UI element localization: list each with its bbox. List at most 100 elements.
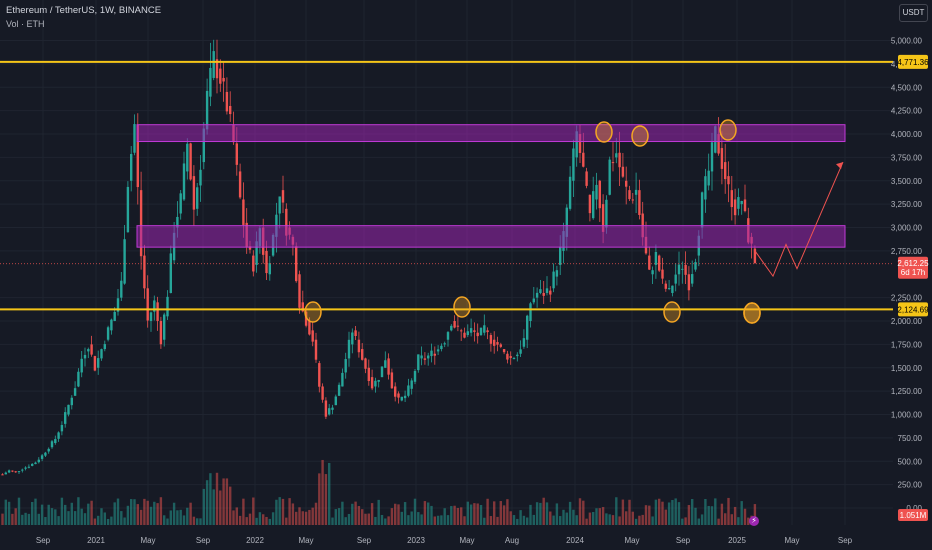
- candle: [700, 192, 704, 228]
- candle: [423, 358, 427, 360]
- candle: [31, 463, 34, 466]
- candle: [311, 330, 314, 342]
- candle: [582, 152, 585, 167]
- volume-bar: [549, 511, 552, 525]
- volume-bar: [113, 502, 116, 525]
- volume-bar: [601, 507, 605, 525]
- volume-bar: [354, 501, 357, 525]
- candle: [743, 199, 747, 212]
- y-tick-label: 500.00: [898, 457, 923, 466]
- volume-bar: [592, 512, 595, 525]
- volume-bar: [479, 504, 483, 525]
- candle: [209, 67, 212, 97]
- volume-bar: [499, 501, 502, 525]
- candle: [199, 169, 202, 186]
- candle: [384, 360, 387, 368]
- x-tick-label: Aug: [505, 536, 519, 545]
- currency-button[interactable]: USDT: [899, 4, 928, 22]
- volume-bar: [542, 497, 545, 525]
- volume-bar: [126, 505, 130, 525]
- volume-bar: [153, 501, 156, 525]
- volume-legend: Vol · ETH: [6, 19, 45, 29]
- candle: [205, 90, 209, 130]
- x-tick-label: May: [140, 536, 155, 545]
- candle: [285, 208, 288, 236]
- volume-bar: [644, 505, 648, 525]
- price-label-text: 4,771.36: [897, 58, 929, 67]
- volume-bar: [707, 505, 710, 525]
- candle: [677, 264, 681, 275]
- volume-bar: [743, 508, 747, 525]
- volume-bar: [423, 501, 427, 525]
- candle: [169, 253, 172, 293]
- volume-bar: [159, 497, 163, 525]
- volume-bar: [37, 513, 40, 525]
- volume-bar: [598, 508, 601, 525]
- candle: [535, 292, 539, 298]
- volume-bar: [281, 498, 285, 525]
- volume-bar: [661, 501, 664, 525]
- highlight-marker: [304, 301, 322, 323]
- candle: [687, 274, 691, 291]
- volume-bar: [522, 515, 526, 525]
- x-tick-label: May: [459, 536, 474, 545]
- volume-bar: [268, 518, 271, 525]
- volume-bar: [664, 509, 667, 525]
- volume-bar: [179, 509, 182, 525]
- candle: [730, 190, 733, 208]
- volume-bar: [539, 502, 542, 525]
- candle: [516, 354, 519, 357]
- volume-bar: [387, 516, 390, 525]
- volume-bar: [229, 486, 232, 525]
- volume-bar: [621, 499, 625, 525]
- volume-bar: [275, 499, 278, 525]
- volume-bar: [100, 508, 103, 525]
- volume-bar: [730, 514, 733, 525]
- lightning-icon[interactable]: ⚡: [749, 516, 759, 526]
- x-tick-label: Sep: [838, 536, 853, 545]
- volume-bar: [80, 508, 83, 525]
- candle: [344, 359, 347, 373]
- volume-bar: [575, 515, 578, 525]
- candle: [634, 189, 638, 195]
- volume-bar: [651, 516, 654, 525]
- volume-bar: [11, 513, 14, 525]
- candle: [621, 166, 625, 177]
- volume-bar: [720, 503, 724, 525]
- volume-bar: [677, 502, 681, 525]
- volume-bar: [400, 511, 403, 525]
- volume-bar: [24, 512, 27, 525]
- volume-bar: [120, 511, 123, 525]
- candle: [97, 358, 100, 368]
- candle: [502, 349, 506, 353]
- volume-bar: [509, 511, 512, 525]
- volume-bar: [357, 506, 361, 525]
- volume-bar: [460, 507, 463, 525]
- candle: [120, 280, 123, 298]
- candle: [664, 283, 667, 289]
- candle: [733, 199, 737, 216]
- candle: [179, 193, 182, 214]
- volume-bar: [496, 516, 499, 525]
- volume-bar: [248, 513, 252, 525]
- volume-bar: [684, 517, 687, 525]
- volume-bar: [238, 515, 242, 525]
- candle: [446, 332, 450, 340]
- candle: [506, 353, 509, 360]
- candle: [34, 462, 37, 465]
- volume-bar: [710, 506, 714, 525]
- volume-label-box: [898, 509, 928, 521]
- candle: [720, 148, 724, 169]
- volume-bar: [486, 498, 489, 525]
- volume-bar: [625, 511, 628, 525]
- volume-bar: [172, 502, 176, 525]
- volume-bar: [87, 503, 90, 525]
- volume-bar: [258, 512, 262, 525]
- volume-bar: [50, 508, 54, 525]
- price-label-box: [898, 54, 928, 69]
- volume-bar: [747, 517, 750, 525]
- candle: [314, 339, 318, 360]
- volume-bar: [225, 478, 229, 525]
- volume-bar: [737, 517, 740, 525]
